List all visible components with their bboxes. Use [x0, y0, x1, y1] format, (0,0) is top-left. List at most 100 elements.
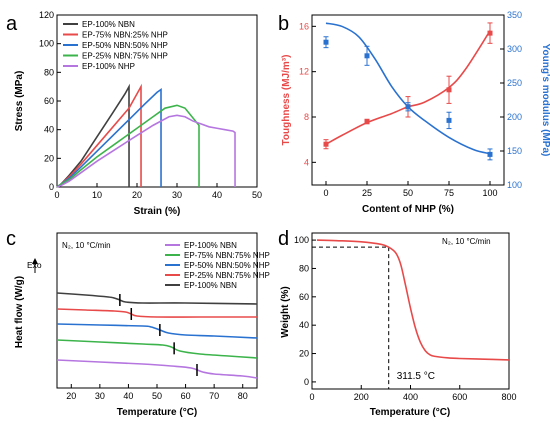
- annotation-label: 311.5 °C: [397, 371, 435, 382]
- legend-entry: EP-25% NBN:75% NHP: [82, 52, 168, 61]
- x-tick-label: 800: [501, 392, 516, 402]
- series-line: [56, 104, 200, 188]
- x-tick-label: 50: [403, 188, 413, 198]
- y-tick-label: 40: [44, 125, 54, 135]
- y-tick-label-right: 250: [507, 78, 522, 88]
- data-point: [446, 117, 452, 123]
- data-point: [323, 141, 329, 147]
- chart-d: d N₂, 10 °C/min 0 200 400 600 800 0 20 40 60 80 1…: [278, 228, 517, 418]
- y-tick-label: 60: [44, 96, 54, 106]
- x-tick-label: 50: [152, 391, 162, 401]
- data-point: [487, 30, 493, 36]
- series-line: [56, 323, 258, 339]
- data-point: [446, 87, 452, 93]
- series-line: [56, 339, 258, 359]
- toughness-fit-line: [325, 30, 491, 145]
- y-tick-label-right: 350: [507, 10, 522, 20]
- series-line: [316, 239, 510, 361]
- legend-entry: EP-50% NBN:50% NHP: [82, 41, 168, 50]
- x-tick-label: 0: [323, 188, 328, 198]
- y-axis-label-a: Stress (MPa): [14, 71, 25, 132]
- legend-entry: EP-50% NBN:50% NHP: [184, 261, 270, 270]
- y-tick-label-right: 150: [507, 146, 522, 156]
- x-tick-label: 20: [132, 190, 142, 200]
- y-tick-label-right: 100: [507, 180, 522, 190]
- y-tick-label-left: 16: [299, 21, 309, 31]
- y-tick-label: 80: [299, 263, 309, 273]
- data-point: [405, 104, 411, 110]
- series-line: [56, 292, 258, 305]
- y-axis-label-c: Heat flow (W/g): [14, 276, 25, 348]
- legend-entry: EP-100% NBN: [184, 241, 237, 250]
- data-point: [323, 39, 329, 45]
- y-tick-label-left: 4: [304, 157, 309, 167]
- x-tick-label: 25: [362, 188, 372, 198]
- y-axis-label-left-b: Toughness (MJ/m³): [281, 55, 292, 146]
- legend-entry: EP-25% NBN:75% NHP: [184, 271, 270, 280]
- x-tick-label: 200: [354, 392, 369, 402]
- y-tick-label-left: 8: [304, 112, 309, 122]
- condition-label-c: N₂, 10 °C/min: [62, 241, 111, 250]
- x-tick-label: 400: [403, 392, 418, 402]
- y-tick-label: 100: [294, 235, 309, 245]
- series-line: [56, 87, 162, 188]
- legend-entry: EP-75% NBN:25% NHP: [82, 31, 168, 40]
- y-tick-label-right: 200: [507, 112, 522, 122]
- panel-label-d: d: [278, 228, 289, 250]
- x-tick-label: 20: [66, 391, 76, 401]
- x-tick-label: 600: [452, 392, 467, 402]
- data-point: [364, 119, 370, 125]
- panel-label-c: c: [6, 228, 16, 250]
- x-tick-label: 0: [309, 392, 314, 402]
- data-point: [364, 53, 370, 59]
- legend-entry: EP-100% NHP: [82, 62, 135, 71]
- legend-entry: EP-100% NBN: [184, 281, 237, 290]
- condition-label-d: N₂, 10 °C/min: [442, 237, 491, 246]
- series-line: [56, 308, 257, 318]
- series-line: [56, 114, 236, 188]
- y-tick-label: 0: [304, 377, 309, 387]
- x-axis-label-a: Strain (%): [134, 206, 181, 217]
- series-line: [56, 83, 130, 188]
- y-tick-label-left: 12: [299, 67, 309, 77]
- series-line: [56, 359, 258, 379]
- x-tick-label: 50: [252, 190, 262, 200]
- chart-b: b 0 25 50 75 100 4 8 12 16 100 150 200 250 300 350 C…: [278, 10, 550, 215]
- y-tick-label: 100: [39, 39, 54, 49]
- x-tick-label: 80: [238, 391, 248, 401]
- x-axis-label-b: Content of NHP (%): [362, 204, 454, 215]
- y-tick-label-right: 300: [507, 44, 522, 54]
- x-axis-label-c: Temperature (°C): [117, 407, 198, 418]
- x-tick-label: 0: [54, 190, 59, 200]
- y-tick-label: 20: [299, 349, 309, 359]
- y-axis-label-right-b: Young's modulus (MPa): [540, 44, 550, 157]
- y-axis-label-d: Weight (%): [280, 286, 291, 337]
- exo-arrowhead-icon: [32, 258, 38, 264]
- x-tick-label: 10: [92, 190, 102, 200]
- y-tick-label: 0: [49, 182, 54, 192]
- legend-entry: EP-100% NBN: [82, 20, 135, 29]
- x-tick-label: 100: [482, 188, 497, 198]
- legend-entry: EP-75% NBN:75% NHP: [184, 251, 270, 260]
- x-tick-label: 60: [181, 391, 191, 401]
- y-tick-label: 120: [39, 10, 54, 20]
- panel-label-a: a: [6, 13, 18, 35]
- x-tick-label: 70: [209, 391, 219, 401]
- data-point: [487, 151, 493, 157]
- x-tick-label: 40: [123, 391, 133, 401]
- y-tick-label: 20: [44, 153, 54, 163]
- chart-c: c N₂, 10 °C/min Exo 20 30 40 50 60 70 80 EP-10…: [6, 228, 270, 418]
- modulus-fit-line: [325, 22, 491, 155]
- exo-label: Exo: [27, 260, 42, 270]
- y-tick-label: 40: [299, 320, 309, 330]
- chart-a: a 0 10 20 30 40 50 0 20 40 60 80 100 120 EP-100% NB…: [6, 10, 262, 217]
- x-tick-label: 40: [212, 190, 222, 200]
- x-tick-label: 75: [444, 188, 454, 198]
- x-tick-label: 30: [172, 190, 182, 200]
- x-axis-label-d: Temperature (°C): [370, 407, 451, 418]
- y-tick-label: 80: [44, 67, 54, 77]
- y-tick-label: 60: [299, 292, 309, 302]
- panel-label-b: b: [278, 13, 289, 35]
- x-tick-label: 30: [95, 391, 105, 401]
